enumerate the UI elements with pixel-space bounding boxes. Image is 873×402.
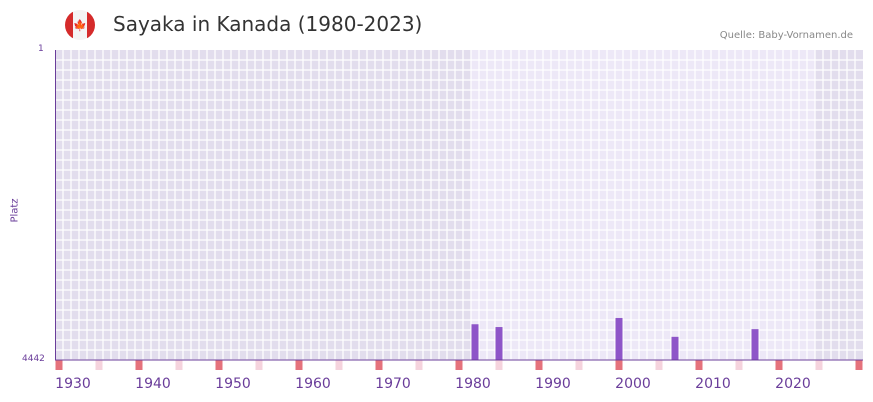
year-marker xyxy=(135,360,143,370)
y-axis-title: Platz xyxy=(9,198,21,223)
year-marker xyxy=(375,360,383,370)
year-marker xyxy=(95,360,103,370)
chart-title: Sayaka in Kanada (1980-2023) xyxy=(113,12,423,36)
bar-2005 xyxy=(671,336,679,360)
bar-2015 xyxy=(751,329,759,360)
plot-area xyxy=(55,50,863,370)
background-data-range xyxy=(471,50,815,360)
x-tick-label: 2020 xyxy=(775,376,811,392)
x-tick-label: 2010 xyxy=(695,376,731,392)
year-marker xyxy=(55,360,63,370)
x-tick-label: 1950 xyxy=(215,376,251,392)
x-tick-label: 1990 xyxy=(535,376,571,392)
year-marker xyxy=(455,360,463,370)
bar-1998 xyxy=(615,317,623,360)
x-tick-label: 1960 xyxy=(295,376,331,392)
year-marker xyxy=(175,360,183,370)
x-tick-label: 2000 xyxy=(615,376,651,392)
year-marker xyxy=(615,360,623,370)
x-tick-label: 1940 xyxy=(135,376,171,392)
year-marker xyxy=(815,360,823,370)
y-tick-bottom: 4442 xyxy=(22,354,45,364)
year-marker xyxy=(695,360,703,370)
year-marker xyxy=(855,360,863,370)
canada-flag-icon: 🍁 xyxy=(65,10,95,40)
year-marker xyxy=(295,360,303,370)
bar-1980 xyxy=(471,324,479,360)
year-marker xyxy=(255,360,263,370)
x-tick-label: 1980 xyxy=(455,376,491,392)
year-marker xyxy=(215,360,223,370)
year-marker xyxy=(415,360,423,370)
bar-1983 xyxy=(495,327,503,360)
year-marker xyxy=(535,360,543,370)
year-marker xyxy=(655,360,663,370)
year-marker xyxy=(775,360,783,370)
x-tick-label: 1970 xyxy=(375,376,411,392)
year-marker xyxy=(575,360,583,370)
y-tick-top: 1 xyxy=(38,44,44,54)
year-marker xyxy=(735,360,743,370)
source-link[interactable]: Quelle: Baby-Vornamen.de xyxy=(719,30,853,41)
year-marker xyxy=(495,360,503,370)
year-marker xyxy=(335,360,343,370)
x-tick-label: 1930 xyxy=(55,376,91,392)
